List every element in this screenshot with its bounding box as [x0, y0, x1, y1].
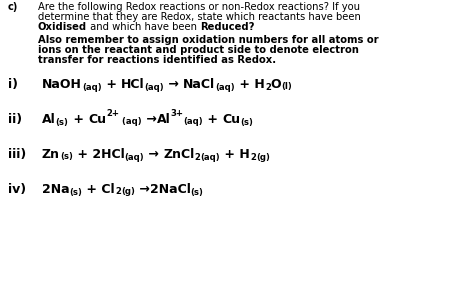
- Text: Zn: Zn: [42, 148, 60, 161]
- Text: 2NaCl: 2NaCl: [150, 183, 191, 196]
- Text: 2: 2: [250, 152, 256, 162]
- Text: ii): ii): [8, 113, 22, 126]
- Text: Reduced?: Reduced?: [200, 22, 255, 32]
- Text: and which have been: and which have been: [87, 22, 200, 32]
- Text: (g): (g): [121, 188, 135, 196]
- Text: (aq): (aq): [125, 152, 144, 162]
- Text: ZnCl: ZnCl: [163, 148, 195, 161]
- Text: NaOH: NaOH: [42, 78, 82, 91]
- Text: ions on the reactant and product side to denote electron: ions on the reactant and product side to…: [38, 45, 359, 55]
- Text: 2: 2: [265, 82, 271, 91]
- Text: iv): iv): [8, 183, 26, 196]
- Text: c): c): [8, 2, 18, 12]
- Text: transfer for reactions identified as Redox.: transfer for reactions identified as Red…: [38, 55, 276, 65]
- Text: +: +: [101, 78, 121, 91]
- Text: →: →: [164, 78, 183, 91]
- Text: determine that they are Redox, state which reactants have been: determine that they are Redox, state whi…: [38, 12, 361, 22]
- Text: →: →: [135, 183, 150, 196]
- Text: (s): (s): [70, 188, 82, 196]
- Text: Cu: Cu: [222, 113, 240, 126]
- Text: HCl: HCl: [121, 78, 145, 91]
- Text: + Cl: + Cl: [82, 183, 115, 196]
- Text: (aq): (aq): [119, 117, 142, 127]
- Text: Cu: Cu: [88, 113, 106, 126]
- Text: +: +: [69, 113, 88, 126]
- Text: Al: Al: [42, 113, 56, 126]
- Text: O: O: [271, 78, 281, 91]
- Text: + 2HCl: + 2HCl: [73, 148, 125, 161]
- Text: (s): (s): [240, 117, 253, 127]
- Text: (aq): (aq): [183, 117, 203, 127]
- Text: Oxidised: Oxidised: [38, 22, 87, 32]
- Text: 2: 2: [195, 152, 201, 162]
- Text: NaCl: NaCl: [183, 78, 216, 91]
- Text: Al: Al: [156, 113, 170, 126]
- Text: 2+: 2+: [106, 109, 119, 118]
- Text: (s): (s): [191, 188, 203, 196]
- Text: →: →: [142, 113, 156, 126]
- Text: 2: 2: [115, 188, 121, 196]
- Text: (g): (g): [256, 152, 270, 162]
- Text: +: +: [203, 113, 222, 126]
- Text: (s): (s): [60, 152, 73, 162]
- Text: 2Na: 2Na: [42, 183, 70, 196]
- Text: + H: + H: [235, 78, 265, 91]
- Text: iii): iii): [8, 148, 26, 161]
- Text: (aq): (aq): [216, 82, 235, 91]
- Text: (aq): (aq): [145, 82, 164, 91]
- Text: →: →: [144, 148, 163, 161]
- Text: 3+: 3+: [170, 109, 183, 118]
- Text: + H: + H: [220, 148, 250, 161]
- Text: (aq): (aq): [201, 152, 220, 162]
- Text: Also remember to assign oxidation numbers for all atoms or: Also remember to assign oxidation number…: [38, 35, 379, 45]
- Text: (aq): (aq): [82, 82, 101, 91]
- Text: (l): (l): [281, 82, 292, 91]
- Text: (s): (s): [56, 117, 69, 127]
- Text: Are the following Redox reactions or non-Redox reactions? If you: Are the following Redox reactions or non…: [38, 2, 360, 12]
- Text: i): i): [8, 78, 18, 91]
